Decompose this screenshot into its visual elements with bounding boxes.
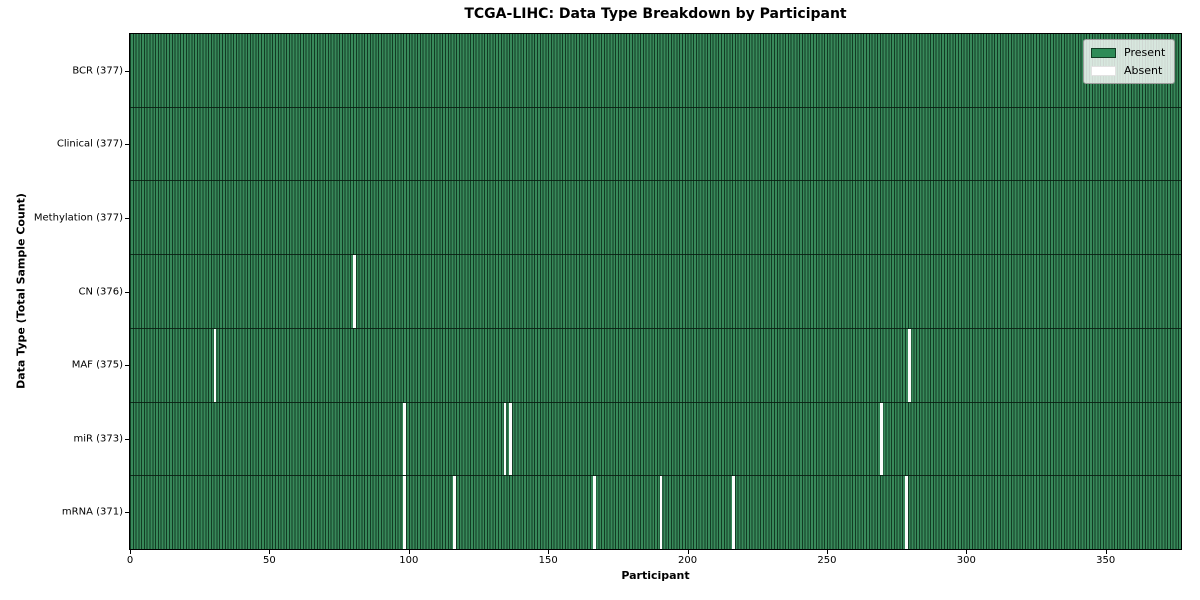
absent-gap — [659, 476, 663, 550]
y-tick-mark — [125, 438, 129, 440]
absent-gap — [509, 402, 512, 476]
y-tick-mark — [125, 512, 129, 514]
chart-title: TCGA-LIHC: Data Type Breakdown by Partic… — [464, 6, 847, 22]
x-tick-mark — [130, 550, 131, 554]
row-MAF — [130, 328, 1181, 403]
y-tick-label: MAF (375) — [71, 359, 123, 371]
y-tick-mark — [125, 291, 129, 293]
absent-gap — [213, 328, 217, 402]
x-tick-mark — [687, 550, 689, 554]
y-tick-label: Methylation (377) — [33, 212, 123, 224]
legend-label-present: Present — [1124, 46, 1166, 59]
row-miR — [130, 402, 1181, 477]
y-tick-label: BCR (377) — [72, 65, 123, 77]
absent-gap — [403, 402, 406, 476]
x-tick-label: 100 — [399, 555, 419, 566]
y-tick-label: CN (376) — [78, 286, 123, 297]
absent-gap — [403, 476, 406, 550]
y-tick-mark — [125, 365, 129, 367]
x-tick-mark — [826, 550, 828, 554]
x-tick-mark — [966, 550, 968, 554]
x-tick-label: 250 — [817, 555, 837, 566]
plot-area — [129, 33, 1182, 550]
y-tick-label: Clinical (377) — [56, 138, 123, 150]
x-tick-mark — [269, 550, 271, 554]
absent-gap — [503, 402, 507, 476]
present-swatch-icon — [1091, 47, 1116, 58]
absent-gap — [879, 402, 883, 476]
legend: Present Absent — [1083, 39, 1176, 84]
absent-swatch-icon — [1091, 65, 1116, 76]
x-tick-label: 200 — [678, 555, 698, 566]
y-tick-mark — [125, 70, 129, 72]
x-tick-mark — [408, 550, 410, 554]
x-tick-label: 50 — [263, 555, 276, 566]
legend-entry-present: Present — [1091, 46, 1165, 59]
legend-label-absent: Absent — [1124, 64, 1163, 77]
absent-gap — [353, 255, 356, 328]
x-tick-mark — [548, 550, 550, 554]
absent-gap — [907, 328, 911, 402]
row-CN — [130, 255, 1181, 329]
row-BCR — [130, 34, 1181, 108]
absent-gap — [905, 476, 908, 550]
x-tick-label: 150 — [538, 555, 558, 566]
x-tick-mark — [1105, 550, 1107, 554]
legend-entry-absent: Absent — [1091, 64, 1165, 77]
row-Methylation — [130, 181, 1181, 256]
absent-gap — [592, 476, 596, 550]
x-axis-label: Participant — [621, 569, 690, 582]
y-tick-mark — [125, 144, 129, 146]
absent-gap — [453, 476, 457, 550]
x-tick-label: 300 — [956, 555, 976, 566]
y-tick-label: mRNA (371) — [61, 506, 123, 518]
x-tick-label: 350 — [1096, 555, 1116, 566]
row-mRNA — [130, 476, 1181, 550]
y-tick-mark — [125, 217, 129, 219]
x-tick-label: 0 — [126, 555, 134, 566]
row-Clinical — [130, 108, 1181, 182]
absent-gap — [732, 476, 735, 550]
y-tick-label: miR (373) — [73, 433, 123, 445]
